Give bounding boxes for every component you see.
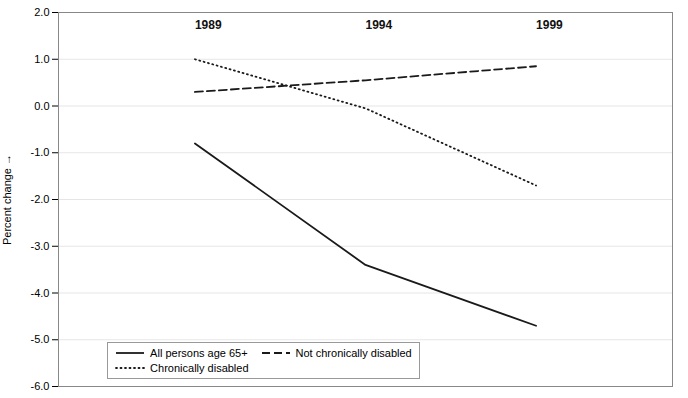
html-text:Not chronically disabled: Not chronically disabled xyxy=(295,346,412,359)
svg-text:0.0: 0.0 xyxy=(34,100,49,112)
svg-text:1999: 1999 xyxy=(536,18,563,32)
svg-text:-5.0: -5.0 xyxy=(31,333,50,345)
svg-text:-3.0: -3.0 xyxy=(31,240,50,252)
svg-text:-6.0: -6.0 xyxy=(31,380,50,392)
svg-text:-2.0: -2.0 xyxy=(31,193,50,205)
svg-text:-1.0: -1.0 xyxy=(31,146,50,158)
svg-text:2.0: 2.0 xyxy=(34,6,49,18)
svg-text:-4.0: -4.0 xyxy=(31,287,50,299)
svg-text:1994: 1994 xyxy=(366,18,393,32)
svg-text:Percent change →: Percent change → xyxy=(1,154,13,245)
html-text:Chronically disabled: Chronically disabled xyxy=(150,361,249,374)
svg-text:1989: 1989 xyxy=(195,18,222,32)
html-text:All persons age 65+: All persons age 65+ xyxy=(150,346,248,359)
svg-text:1.0: 1.0 xyxy=(34,53,49,65)
